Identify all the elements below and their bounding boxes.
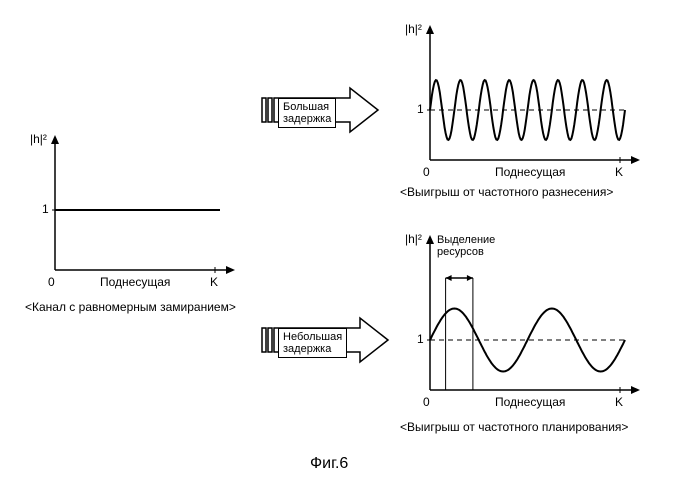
left-y-label: |h|² (30, 132, 47, 146)
left-x-end: K (210, 275, 218, 289)
top-x-origin: 0 (423, 165, 430, 179)
arrow-top: Большая задержка (260, 80, 380, 140)
bot-caption: <Выигрыш от частотного планирования> (400, 420, 628, 434)
bot-x-label: Поднесущая (495, 395, 565, 409)
top-caption: <Выигрыш от частотного разнесения> (400, 185, 613, 199)
bot-x-end: K (615, 395, 623, 409)
arrow-top-label: Большая задержка (278, 98, 336, 128)
left-caption: <Канал с равномерным замиранием> (25, 300, 236, 314)
top-x-end: K (615, 165, 623, 179)
diversity-chart: |h|² 1 0 K Поднесущая (400, 20, 650, 190)
top-x-label: Поднесущая (495, 165, 565, 179)
bot-x-origin: 0 (423, 395, 430, 409)
flat-fading-chart: |h|² 1 0 K Поднесущая (30, 130, 240, 300)
arrow-bottom: Небольшая задержка (260, 310, 390, 370)
scheduling-chart: |h|² Выделение ресурсов 1 0 K Поднесущая (400, 230, 650, 420)
figure-label: Фиг.6 (310, 455, 348, 473)
left-x-origin: 0 (48, 275, 55, 289)
bot-y-tick: 1 (417, 332, 424, 346)
left-y-tick: 1 (42, 202, 49, 216)
bot-resource-label: Выделение ресурсов (437, 234, 495, 258)
top-y-label: |h|² (405, 22, 422, 36)
scheduling-svg (400, 230, 650, 420)
arrow-bottom-label: Небольшая задержка (278, 328, 347, 358)
top-y-tick: 1 (417, 102, 424, 116)
left-x-label: Поднесущая (100, 275, 170, 289)
bot-y-label: |h|² (405, 232, 422, 246)
